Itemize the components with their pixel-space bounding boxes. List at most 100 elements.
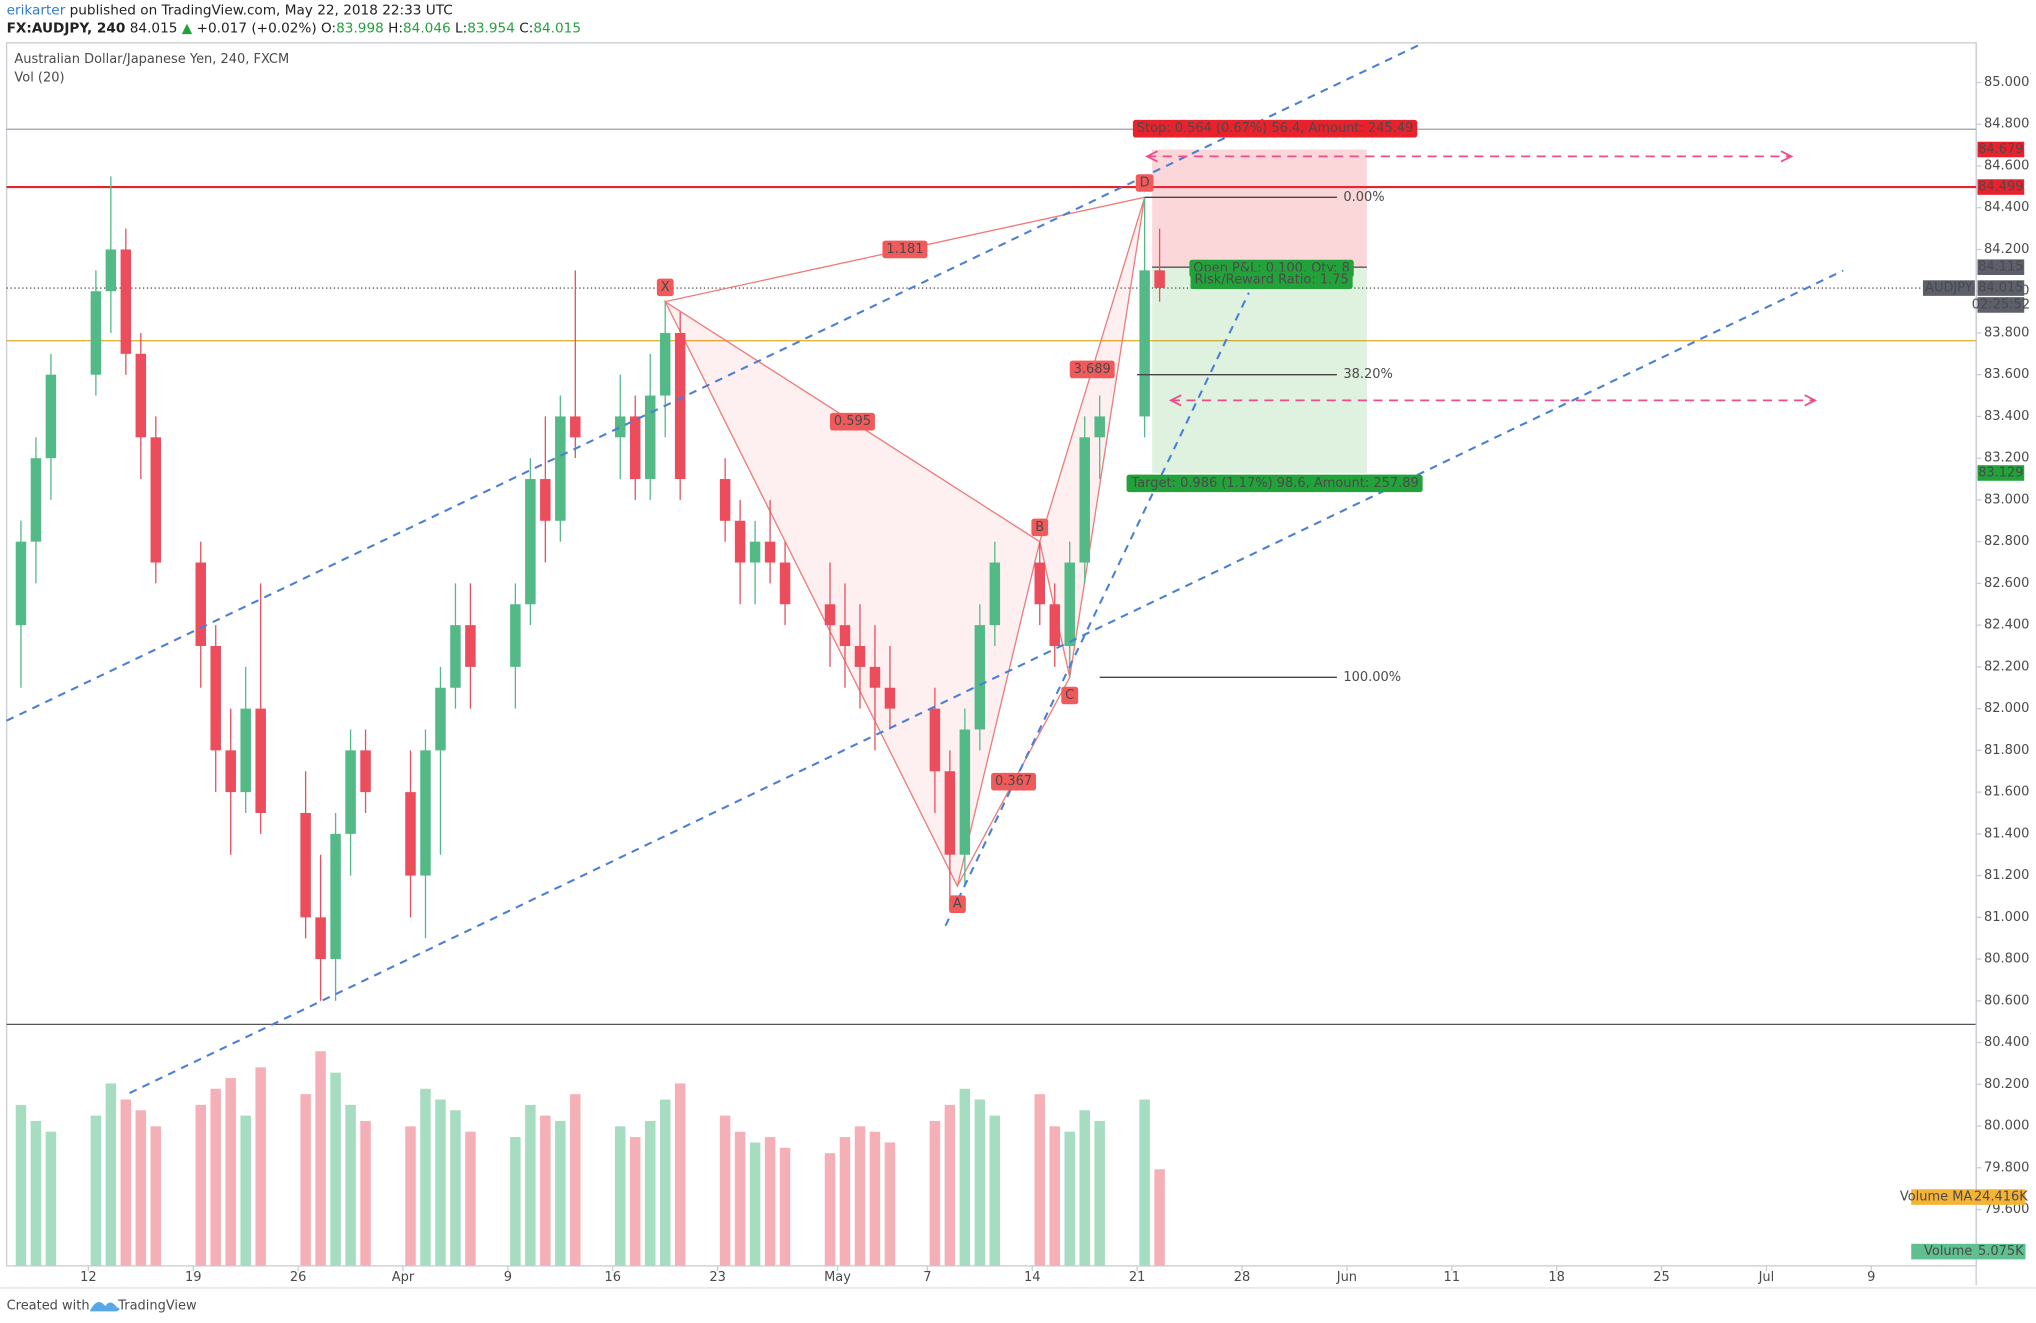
y-tick-label: 80.600 bbox=[1984, 993, 2029, 1008]
volume-bar bbox=[839, 1137, 851, 1266]
candle-body bbox=[884, 687, 896, 709]
stop-label: Stop: 0.564 (0.67%) 56.4, Amount: 245.49 bbox=[1132, 119, 1418, 138]
y-tick-label: 82.600 bbox=[1984, 576, 2029, 591]
y-tick-label: 84.200 bbox=[1984, 242, 2029, 257]
arrow: ▲ bbox=[182, 21, 193, 37]
volume-bar bbox=[225, 1078, 236, 1266]
y-tick-label: 80.200 bbox=[1984, 1077, 2029, 1092]
target-label-text: Target: 0.986 (1.17%) 98.6, Amount: 257.… bbox=[1130, 476, 1418, 491]
candle-body bbox=[869, 666, 881, 688]
x-tick-label: 14 bbox=[1024, 1270, 1041, 1285]
candle-body bbox=[120, 249, 132, 354]
volume-bar bbox=[450, 1110, 461, 1266]
candle-body bbox=[330, 833, 341, 960]
rr-label-bg bbox=[1190, 271, 1353, 289]
ratio-label-bg bbox=[882, 240, 928, 259]
volume-bar bbox=[1079, 1110, 1090, 1266]
volume-bar bbox=[405, 1126, 416, 1266]
candle-body bbox=[1034, 562, 1046, 605]
price-label-bg bbox=[1977, 179, 2025, 195]
volume-bar bbox=[300, 1094, 311, 1266]
volume-bar bbox=[120, 1099, 132, 1266]
volume-bar bbox=[989, 1115, 1001, 1266]
volume-bar bbox=[510, 1137, 521, 1266]
candle-body bbox=[719, 479, 731, 521]
arrow-head bbox=[1168, 394, 1818, 407]
author[interactable]: erikarter bbox=[7, 2, 66, 18]
price-label: 84.499 bbox=[1978, 180, 2023, 195]
volume-bar bbox=[779, 1147, 791, 1266]
c-label: C: bbox=[519, 21, 533, 37]
volume-bar bbox=[1154, 1169, 1165, 1266]
y-tick-label: 81.200 bbox=[1984, 868, 2029, 883]
volume-bar bbox=[974, 1099, 986, 1266]
candle-body bbox=[210, 646, 221, 751]
candle-body bbox=[734, 520, 746, 563]
y-tick-label: 79.800 bbox=[1984, 1160, 2029, 1175]
pattern-point-label: A bbox=[949, 895, 966, 913]
pattern-point-label-text: A bbox=[953, 897, 962, 912]
candle-body bbox=[435, 687, 446, 751]
y-tick-label: 83.400 bbox=[1984, 409, 2029, 424]
rr-label-text: Risk/Reward Ratio: 1.75 bbox=[1194, 273, 1348, 288]
header: erikarter published on TradingView.com, … bbox=[7, 2, 453, 18]
volume-bar bbox=[1049, 1126, 1060, 1266]
volume-bar bbox=[734, 1131, 746, 1266]
candle-body bbox=[570, 416, 581, 438]
l-value: 83.954 bbox=[467, 21, 515, 37]
brand[interactable]: TradingView bbox=[117, 1299, 197, 1314]
y-tick-label: 80.000 bbox=[1984, 1119, 2029, 1134]
volume-bar bbox=[420, 1088, 431, 1266]
x-tick-label: 26 bbox=[290, 1270, 307, 1285]
x-tick-label: 19 bbox=[185, 1270, 202, 1285]
volume-bar bbox=[90, 1115, 102, 1266]
created-with: Created with bbox=[7, 1299, 90, 1314]
volume-bar bbox=[135, 1110, 147, 1266]
countdown: 02:25:52 bbox=[1972, 297, 2030, 312]
volume-bar bbox=[869, 1131, 881, 1266]
pattern-point-label: C bbox=[1061, 686, 1079, 705]
rr-label: Risk/Reward Ratio: 1.75 bbox=[1190, 271, 1353, 289]
volume-label-name: Volume MA bbox=[1900, 1190, 1973, 1205]
ratio-label: 0.367 bbox=[991, 772, 1037, 791]
volume-bar bbox=[30, 1120, 42, 1266]
volume-bar bbox=[1034, 1094, 1046, 1266]
pattern-point-label-bg bbox=[1061, 686, 1079, 705]
trend-line bbox=[129, 269, 1844, 1094]
y-tick-label: 81.800 bbox=[1984, 743, 2029, 758]
candle-body bbox=[255, 708, 266, 813]
volume-bar bbox=[345, 1104, 356, 1266]
candle-body bbox=[644, 395, 656, 480]
candle-body bbox=[629, 416, 641, 480]
ratio-label-bg bbox=[991, 772, 1037, 791]
x-tick-label: 23 bbox=[709, 1270, 726, 1285]
candle-body bbox=[1049, 604, 1060, 647]
candle-body bbox=[15, 541, 27, 626]
ratio-label: 0.595 bbox=[830, 412, 875, 431]
candle-body bbox=[1064, 562, 1075, 647]
published: published on TradingView.com, May 22, 20… bbox=[70, 2, 453, 18]
volume-bar bbox=[615, 1126, 626, 1266]
candle-body bbox=[360, 750, 371, 793]
y-tick-label: 81.600 bbox=[1984, 785, 2029, 800]
x-tick-label: 18 bbox=[1548, 1270, 1565, 1285]
y-tick-label: 84.400 bbox=[1984, 200, 2029, 215]
candle-body bbox=[315, 917, 326, 960]
volume-bar bbox=[255, 1067, 266, 1266]
volume-bar bbox=[929, 1120, 941, 1266]
y-tick-label: 80.400 bbox=[1984, 1035, 2029, 1050]
o-value: 83.998 bbox=[336, 21, 384, 37]
volume-label-value: 5.075K bbox=[1978, 1244, 2024, 1259]
pattern-point-label-bg bbox=[656, 278, 674, 297]
volume-label-bg bbox=[1911, 1189, 2026, 1205]
volume-bar bbox=[240, 1115, 251, 1266]
arrow-head bbox=[1145, 150, 1794, 163]
pattern-point-label-bg bbox=[949, 895, 966, 913]
candle-body bbox=[974, 625, 986, 730]
x-tick-label: 16 bbox=[605, 1270, 622, 1285]
volume-bar bbox=[570, 1094, 581, 1266]
volume-bar bbox=[15, 1104, 27, 1266]
y-tick-label: 83.600 bbox=[1984, 367, 2029, 382]
x-tick-label: May bbox=[824, 1270, 851, 1285]
volume-bar bbox=[105, 1083, 117, 1266]
